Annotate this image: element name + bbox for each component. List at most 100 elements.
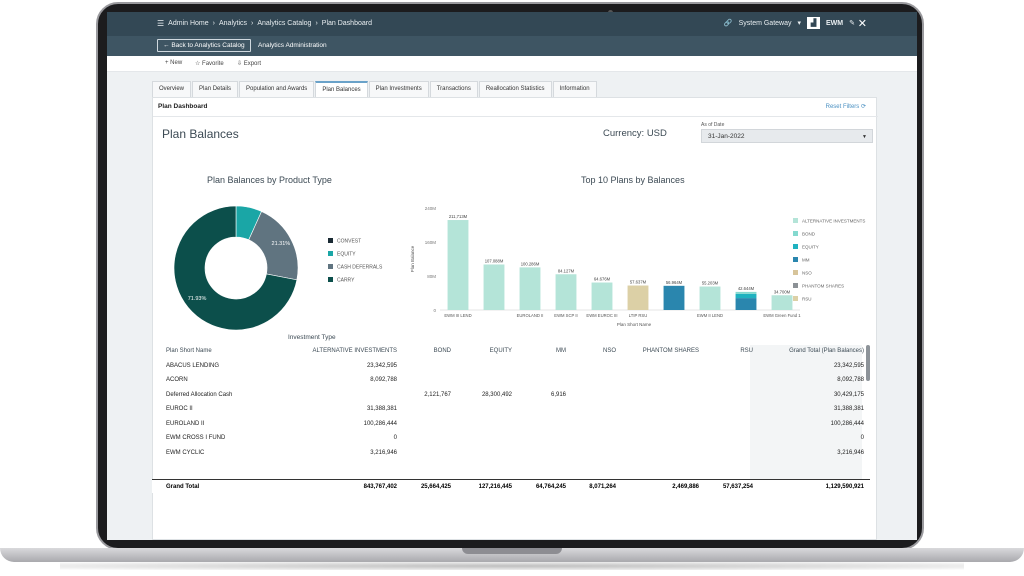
bar-segment[interactable] (735, 291, 757, 294)
legend-swatch (328, 238, 333, 243)
column-header[interactable]: MM (556, 348, 566, 354)
tab-plan-balances[interactable]: Plan Balances (315, 81, 368, 97)
legend-swatch (328, 251, 333, 256)
column-header[interactable]: PHANTOM SHARES (642, 348, 699, 354)
legend-item[interactable]: RSU (802, 297, 812, 302)
x-tick-label: EWM II LEND (697, 313, 723, 318)
x-tick-label: LTIP RSU (629, 313, 647, 318)
bar-data-label: 64.676M (594, 277, 611, 282)
tab-transactions[interactable]: Transactions (429, 81, 478, 97)
grand-total-row: Grand Total 843,767,402 25,664,425 127,216,… (152, 479, 870, 493)
table-cell: EWM CYCLIC (166, 449, 205, 456)
user-name[interactable]: EWM (826, 19, 844, 27)
table-scrollbar[interactable] (866, 345, 870, 381)
tab-population-and-awards[interactable]: Population and Awards (239, 81, 315, 97)
table-cell: ACORN (166, 377, 188, 383)
legend-swatch (793, 257, 798, 262)
table-row[interactable]: ACORN 8,092,788 8,092,788 (161, 374, 869, 389)
legend-swatch (328, 264, 333, 269)
hamburger-icon[interactable]: ☰ (157, 19, 165, 28)
laptop-notch (462, 548, 562, 554)
caret-down-icon: ▼ (862, 134, 867, 140)
table-row[interactable]: EUROC II 31,388,381 31,388,381 (161, 403, 869, 418)
tab-plan-investments[interactable]: Plan Investments (368, 81, 429, 97)
column-header[interactable]: BOND (433, 348, 451, 354)
bar-segment[interactable] (591, 282, 613, 310)
column-header[interactable]: ALTERNATIVE INVESTMENTS (312, 348, 397, 354)
table-cell: 28,300,492 (481, 391, 512, 398)
bar-segment[interactable] (735, 298, 757, 310)
legend-item[interactable]: MM (802, 258, 810, 263)
bar-segment[interactable] (627, 285, 649, 310)
table-row[interactable]: EWM CYCLIC 3,216,946 3,216,946 (161, 447, 869, 462)
export-button[interactable]: ⇩ Export (237, 61, 262, 67)
legend-item[interactable]: CASH DEFERRALS (337, 265, 383, 271)
bar-segment[interactable] (555, 274, 577, 310)
grand-total-cell: 57,637,254 (722, 484, 753, 490)
legend-item[interactable]: PHANTOM SHARES (802, 284, 844, 289)
tab-information[interactable]: Information (552, 81, 597, 97)
bar-segment[interactable] (483, 264, 505, 310)
column-header[interactable]: NSO (602, 348, 616, 354)
system-gateway-menu[interactable]: System Gateway (738, 19, 792, 27)
pencil-icon[interactable]: ✎ (849, 20, 855, 27)
breadcrumb-admin-home[interactable]: Admin Home (168, 20, 209, 27)
tab-overview[interactable]: Overview (152, 81, 192, 97)
breadcrumb-analytics[interactable]: Analytics (218, 20, 247, 27)
back-to-catalog-button[interactable]: ← Back to Analytics Catalog (157, 39, 251, 52)
legend-swatch (793, 296, 798, 301)
legend-item[interactable]: BOND (802, 232, 816, 237)
bar-segment[interactable] (663, 285, 685, 310)
as-of-date-label: As of Date (701, 122, 725, 128)
table-cell: EUROC II (166, 406, 193, 412)
table-cell: 31,388,381 (366, 406, 397, 412)
bar-data-label: 56.964M (666, 280, 683, 285)
donut-slice-carry[interactable] (173, 206, 298, 331)
as-of-date-select[interactable]: 31-Jan-2022 ▼ (701, 129, 873, 143)
table-row[interactable]: Deferred Allocation Cash 2,121,767 28,300,… (161, 389, 869, 404)
table-cell: 2,121,767 (424, 391, 451, 398)
x-tick-label: EWM SCP II (554, 313, 577, 318)
toolbar: + New ☆ Favorite ⇩ Export (107, 56, 917, 72)
app-screen: ☰ Admin Home › Analytics › Analytics Cat… (107, 12, 917, 540)
bar-segment[interactable] (519, 267, 541, 310)
legend-swatch (793, 244, 798, 249)
ewm-logo: ▟ (807, 17, 821, 29)
column-header[interactable]: RSU (740, 348, 753, 354)
legend-item[interactable]: NSO (802, 271, 812, 276)
table-row[interactable]: ABACUS LENDING 23,342,595 23,342,595 (161, 360, 869, 375)
bar-segment[interactable] (735, 293, 757, 299)
bar-segment[interactable] (771, 295, 793, 310)
legend-item[interactable]: EQUITY (337, 252, 356, 258)
legend-item[interactable]: ALTERNATIVE INVESTMENTS (802, 219, 865, 224)
x-tick-label: EWM EUROC III (586, 313, 617, 318)
close-icon[interactable]: ✕ (857, 18, 867, 30)
grand-total-column-bg (750, 345, 862, 493)
reset-filters-button[interactable]: Reset Filters ⟳ (826, 103, 866, 110)
y-tick-label: 240M (425, 206, 437, 211)
legend-item[interactable]: CONVEST (337, 239, 361, 245)
column-header[interactable]: Grand Total (Plan Balances) (789, 348, 864, 354)
table-row[interactable]: EWM CROSS I FUND 0 0 (161, 432, 869, 447)
legend-swatch (793, 231, 798, 236)
y-tick-label: 0 (433, 308, 436, 313)
link-icon: 🔗 (723, 20, 733, 27)
new-button[interactable]: + New (165, 60, 183, 66)
tab-reallocation-statistics[interactable]: Reallocation Statistics (478, 81, 552, 97)
legend-item[interactable]: EQUITY (802, 245, 819, 250)
y-tick-label: 80M (427, 274, 436, 279)
favorite-button[interactable]: ☆ Favorite (195, 61, 224, 67)
table-row[interactable]: EUROLAND II 100,286,444 100,286,444 (161, 418, 869, 433)
table-cell: Deferred Allocation Cash (166, 391, 233, 398)
breadcrumb-analytics-catalog[interactable]: Analytics Catalog (257, 20, 312, 27)
bar-data-label: 107.088M (485, 258, 504, 263)
refresh-icon: ⟳ (860, 104, 866, 110)
analytics-administration-link[interactable]: Analytics Administration (258, 42, 327, 49)
y-tick-label: 160M (425, 240, 437, 245)
column-header[interactable]: EQUITY (489, 348, 512, 354)
tab-plan-details[interactable]: Plan Details (192, 81, 239, 97)
legend-item[interactable]: CARRY (337, 278, 355, 284)
bar-segment[interactable] (699, 286, 721, 310)
column-header[interactable]: Plan Short Name (166, 348, 212, 354)
bar-segment[interactable] (447, 220, 469, 310)
